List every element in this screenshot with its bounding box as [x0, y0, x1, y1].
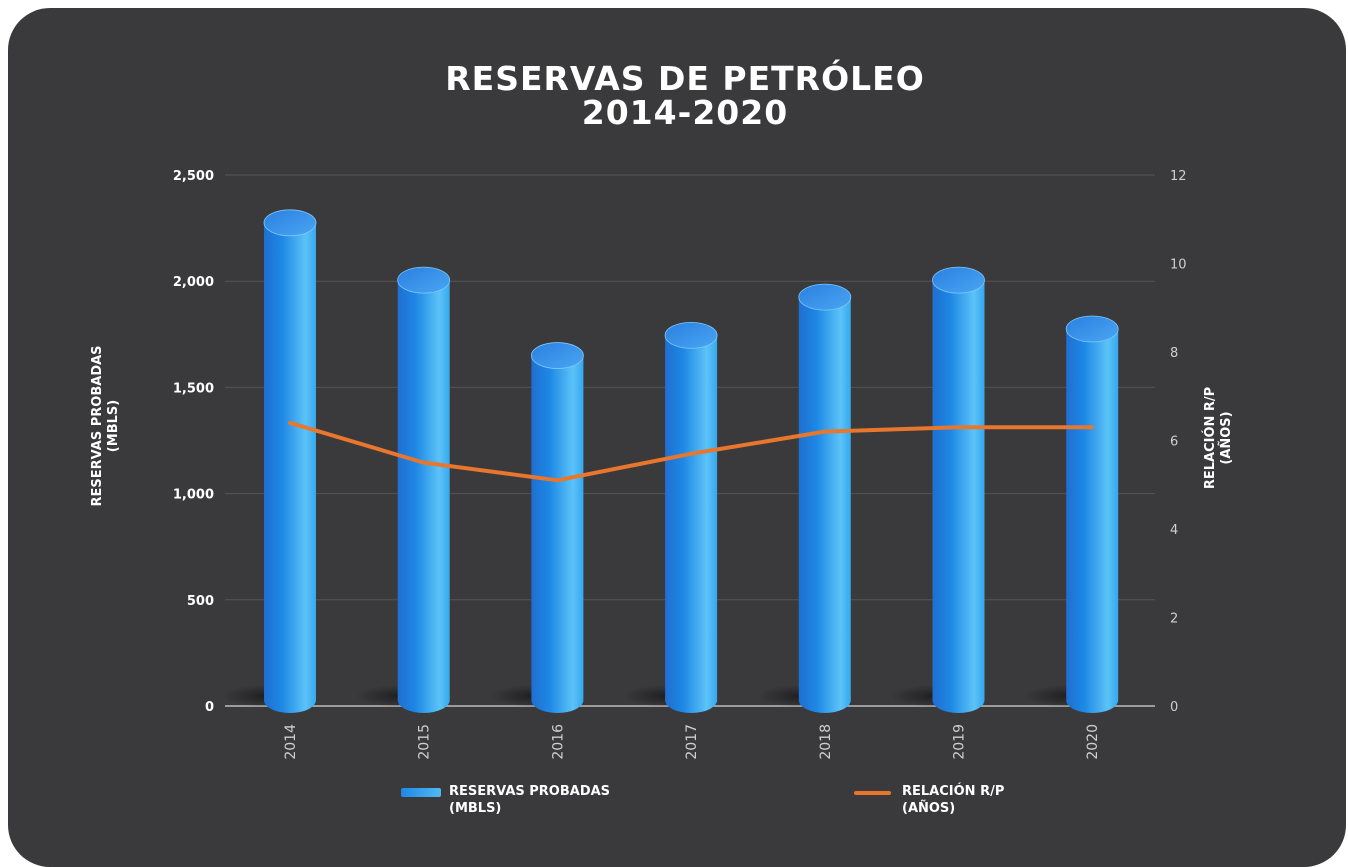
- bar-cap: [664, 321, 718, 349]
- legend-line-label-line-2: (AÑOS): [902, 801, 956, 816]
- bar-cap: [531, 342, 584, 369]
- bar-cap: [932, 266, 985, 294]
- y2-tick-label: 0: [1170, 700, 1178, 715]
- chart-title-line-2: 2014-2020: [581, 93, 789, 132]
- bar-cap: [397, 266, 451, 294]
- bar-body: [264, 222, 316, 714]
- legend-item-bars: RESERVAS PROBADAS (MBLS): [401, 783, 661, 823]
- y-tick-label: 2,500: [173, 169, 214, 184]
- x-tick-label: 2016: [550, 724, 566, 760]
- bar-body: [932, 280, 985, 714]
- bar-cap: [798, 283, 852, 311]
- x-tick-label: 2017: [684, 724, 700, 760]
- bar: [397, 266, 451, 713]
- y2-tick-label: 12: [1170, 169, 1187, 184]
- legend-line-label-line-1: RELACIÓN R/P: [902, 784, 1005, 799]
- chart-title-line-1: RESERVAS DE PETRÓLEO: [445, 59, 925, 98]
- x-tick-label: 2019: [952, 724, 968, 760]
- y2-axis-label-line-1: RELACIÓN R/P: [1202, 387, 1218, 489]
- bar-body: [665, 335, 718, 714]
- axes: 0 500 1,000 1,500 2,000 2,500 0 2 4 6 8 10 12 2014 201…: [173, 169, 1187, 760]
- bar-series: [263, 209, 1119, 714]
- x-tick-label: 2018: [818, 724, 834, 760]
- legend-bar-swatch: [401, 788, 441, 797]
- x-tick-label: 2020: [1085, 724, 1101, 760]
- bar-body: [531, 355, 584, 714]
- y-tick-label: 2,000: [173, 275, 214, 290]
- y2-tick-label: 8: [1170, 346, 1178, 361]
- y-tick-label: 1,500: [173, 381, 214, 396]
- bar-cap: [263, 209, 317, 237]
- x-tick-label: 2014: [283, 724, 299, 760]
- bar-body: [397, 280, 450, 713]
- bar: [531, 342, 584, 714]
- line-series: [288, 420, 1095, 483]
- bar-body: [1066, 328, 1119, 714]
- bar: [263, 209, 317, 714]
- bar-cap: [1065, 315, 1119, 343]
- chart-title: RESERVAS DE PETRÓLEO 2014-2020: [0, 62, 1348, 130]
- y-axis-label-line-1: RESERVAS PROBADAS: [90, 345, 105, 506]
- bar: [1065, 315, 1119, 714]
- y-axis-label-line-2: (MBLS): [106, 400, 121, 452]
- legend-bars-label-line-1: RESERVAS PROBADAS: [449, 784, 611, 799]
- y2-tick-label: 4: [1170, 523, 1178, 538]
- y2-tick-label: 10: [1170, 258, 1187, 273]
- bar: [798, 283, 852, 713]
- y-tick-label: 1,000: [173, 488, 214, 503]
- bar: [664, 321, 718, 714]
- y2-tick-label: 6: [1170, 435, 1178, 450]
- y2-axis-label-line-2: (AÑOS): [1218, 411, 1234, 464]
- bar-body: [798, 297, 851, 713]
- legend-bars-label-line-2: (MBLS): [449, 801, 502, 816]
- legend-line-swatch: [854, 791, 891, 795]
- y-tick-label: 0: [205, 700, 214, 715]
- y2-tick-label: 2: [1170, 612, 1178, 627]
- x-tick-label: 2015: [417, 724, 433, 760]
- bar: [932, 266, 985, 714]
- legend-item-line: RELACIÓN R/P (AÑOS): [854, 783, 1074, 823]
- y-tick-label: 500: [187, 594, 214, 609]
